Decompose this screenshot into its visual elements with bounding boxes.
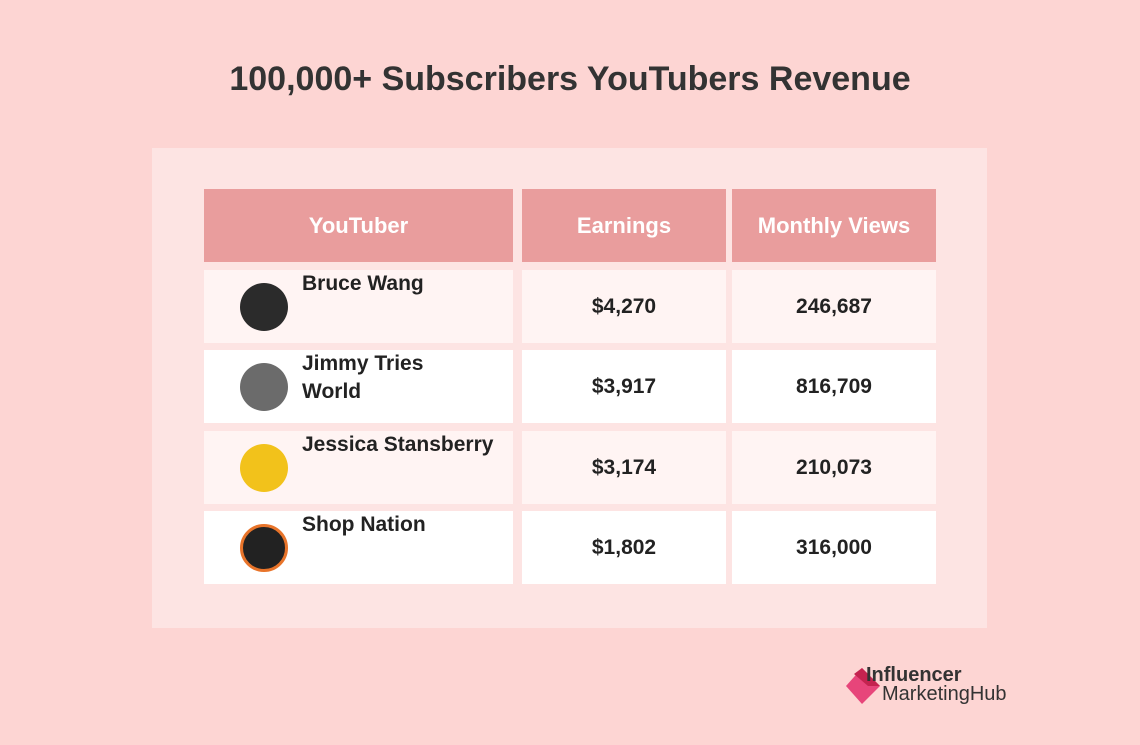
title: 100,000+ Subscribers YouTubers Revenue [229, 60, 911, 98]
avatar [240, 524, 288, 572]
youtuber-name: Bruce Wang [302, 272, 424, 295]
earnings: $1,802 [522, 511, 726, 584]
column-header: Earnings [522, 189, 726, 262]
earnings: $3,917 [522, 350, 726, 423]
name-cell: Jessica Stansberry [204, 431, 513, 504]
youtuber-name: Shop Nation [302, 513, 426, 536]
avatar [240, 283, 288, 331]
name-cell: Jimmy Tries World [204, 350, 513, 423]
column-header: Monthly Views [732, 189, 936, 262]
name-cell: Bruce Wang [204, 270, 513, 343]
youtuber-name: Jessica Stansberry [302, 433, 494, 456]
logo-text: Influencer [866, 664, 962, 686]
youtuber-name: World [302, 380, 362, 403]
earnings: $4,270 [522, 270, 726, 343]
logo-text: MarketingHub [882, 683, 1007, 705]
youtuber-name: Jimmy Tries [302, 352, 424, 375]
views: 316,000 [732, 511, 936, 584]
column-header: YouTuber [204, 189, 513, 262]
avatar [240, 444, 288, 492]
earnings: $3,174 [522, 431, 726, 504]
views: 816,709 [732, 350, 936, 423]
views: 246,687 [732, 270, 936, 343]
name-cell: Shop Nation [204, 511, 513, 584]
views: 210,073 [732, 431, 936, 504]
logo-icon [846, 668, 880, 704]
avatar [240, 363, 288, 411]
